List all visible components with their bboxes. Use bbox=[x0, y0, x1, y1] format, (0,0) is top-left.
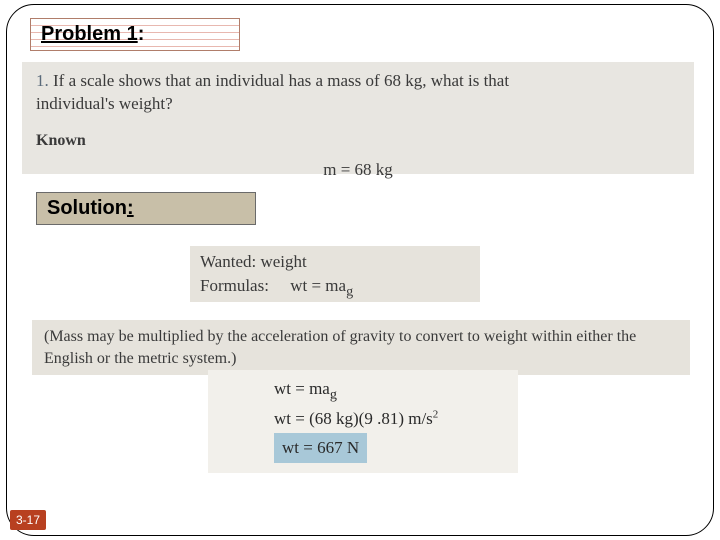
equation-2: wt = (68 kg)(9 .81) m/s2 bbox=[218, 406, 508, 432]
wanted-line: Wanted: weight bbox=[200, 250, 470, 274]
equation-1: wt = mag bbox=[218, 376, 508, 406]
slide-number-badge: 3-17 bbox=[10, 510, 46, 530]
work-box: wt = mag wt = (68 kg)(9 .81) m/s2 wt = 6… bbox=[208, 370, 518, 473]
problem-header-label: Problem 1 bbox=[41, 23, 138, 45]
problem-body: 1. If a scale shows that an individual h… bbox=[22, 62, 694, 174]
problem-number: 1. bbox=[36, 71, 49, 90]
note-text: (Mass may be multiplied by the accelerat… bbox=[44, 328, 636, 367]
solution-header-label: Solution bbox=[47, 197, 127, 219]
answer-highlight: wt = 667 N bbox=[274, 433, 367, 463]
problem-text-line2: individual's weight? bbox=[36, 94, 173, 113]
formulas-line: Formulas: wt = mag bbox=[200, 274, 470, 302]
wanted-formulas-box: Wanted: weight Formulas: wt = mag bbox=[190, 246, 480, 302]
equation-answer-row: wt = 667 N bbox=[218, 433, 508, 463]
known-label: Known bbox=[36, 132, 86, 150]
problem-text-line1: If a scale shows that an individual has … bbox=[53, 71, 509, 90]
note-box: (Mass may be multiplied by the accelerat… bbox=[32, 320, 690, 375]
solution-header-box: Solution: bbox=[36, 192, 256, 225]
problem-question: 1. If a scale shows that an individual h… bbox=[36, 70, 680, 116]
problem-header-box: Problem 1: bbox=[30, 18, 240, 51]
known-value: m = 68 kg bbox=[36, 160, 680, 180]
